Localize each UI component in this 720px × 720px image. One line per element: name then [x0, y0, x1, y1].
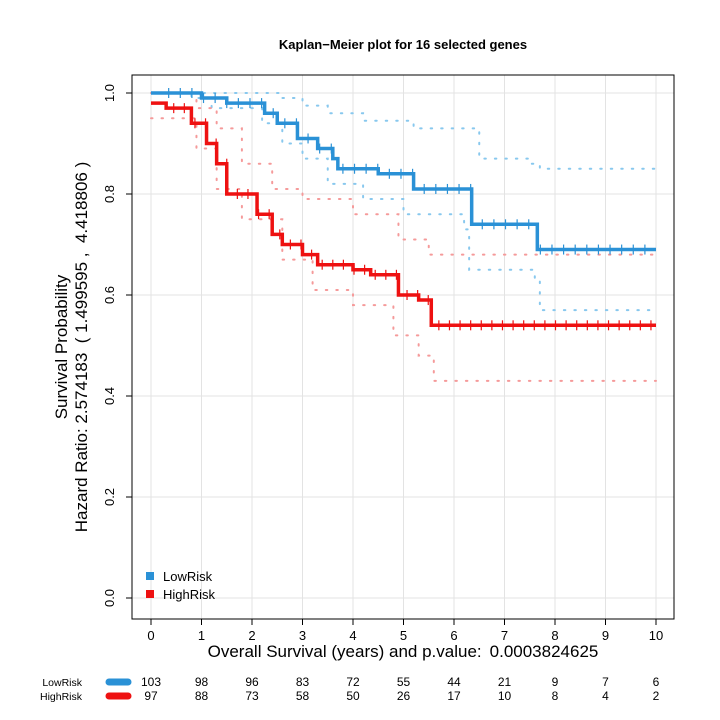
x-tick-label: 10: [649, 628, 663, 643]
lowrisk-risk-row-label: LowRisk: [42, 677, 82, 689]
censor-marks: [168, 88, 652, 331]
highrisk-ci-upper: [150, 92, 657, 256]
highrisk-risk-count: 4: [602, 689, 609, 703]
legend: LowRisk HighRisk: [146, 569, 216, 602]
highrisk-risk-count: 8: [552, 689, 559, 703]
highrisk-risk-count: 97: [144, 689, 158, 703]
y-tick-label: 1.0: [102, 84, 117, 102]
x-tick-label: 7: [501, 628, 508, 643]
lowrisk-legend-label: LowRisk: [163, 569, 213, 584]
lowrisk-risk-count: 83: [296, 675, 310, 689]
highrisk-risk-count: 2: [653, 689, 660, 703]
y-axis: 0.0 0.2 0.4 0.6 0.8 1.0: [102, 84, 132, 607]
y-axis-label-line2: Hazard Ratio: 2.574183 ( 1.499595 , 4.41…: [72, 162, 91, 532]
x-tick-label: 9: [602, 628, 609, 643]
y-tick-label: 0.8: [102, 185, 117, 203]
p-value: 0.0003824625: [490, 642, 599, 661]
y-tick-label: 0.2: [102, 488, 117, 506]
lowrisk-risk-count: 96: [245, 675, 259, 689]
survival-curves: [151, 91, 656, 328]
highrisk-risk-count: 58: [296, 689, 310, 703]
lowrisk-risk-count: 103: [141, 675, 161, 689]
x-tick-label: 6: [450, 628, 457, 643]
x-tick-label: 3: [299, 628, 306, 643]
highrisk-risk-count: 50: [346, 689, 360, 703]
lowrisk-risk-count: 9: [552, 675, 559, 689]
x-tick-label: 8: [551, 628, 558, 643]
grid: [132, 75, 674, 619]
y-tick-label: 0.4: [102, 387, 117, 405]
lowrisk-risk-count: 55: [397, 675, 411, 689]
highrisk-risk-count: 88: [195, 689, 209, 703]
x-tick-label: 0: [147, 628, 154, 643]
lowrisk-risk-count: 6: [653, 675, 660, 689]
lowrisk-ci-lower: [150, 92, 657, 312]
x-axis-label: Overall Survival (years) and p.value: 0.0…: [208, 642, 599, 661]
y-tick-label: 0.0: [102, 589, 117, 607]
lowrisk-legend-swatch: [146, 572, 154, 580]
highrisk-legend-swatch: [146, 590, 154, 598]
confidence-bands: [150, 92, 657, 382]
y-tick-label: 0.6: [102, 286, 117, 304]
lowrisk-risk-count: 44: [447, 675, 461, 689]
highrisk-risk-count: 26: [397, 689, 411, 703]
chart-title: Kaplan−Meier plot for 16 selected genes: [279, 37, 527, 52]
lowrisk-risk-count: 7: [602, 675, 609, 689]
highrisk-legend-label: HighRisk: [163, 587, 216, 602]
highrisk-risk-count: 10: [498, 689, 512, 703]
x-axis-label-prefix: Overall Survival (years) and p.value:: [208, 642, 482, 661]
lowrisk-risk-count: 72: [346, 675, 360, 689]
x-axis: 0 1 2 3 4 5 6 7 8 9 10: [147, 619, 663, 643]
lowrisk-survival-curve: [151, 91, 656, 252]
x-tick-label: 1: [198, 628, 205, 643]
y-axis-label-line1: Survival Probability: [52, 274, 71, 419]
highrisk-risk-count: 17: [447, 689, 461, 703]
x-tick-label: 4: [349, 628, 356, 643]
x-tick-label: 2: [248, 628, 255, 643]
lowrisk-risk-count: 21: [498, 675, 512, 689]
lowrisk-risk-count: 98: [195, 675, 209, 689]
x-tick-label: 5: [400, 628, 407, 643]
highrisk-risk-row-label: HighRisk: [40, 691, 83, 703]
highrisk-risk-count: 73: [245, 689, 259, 703]
highrisk-survival-curve: [151, 101, 656, 328]
